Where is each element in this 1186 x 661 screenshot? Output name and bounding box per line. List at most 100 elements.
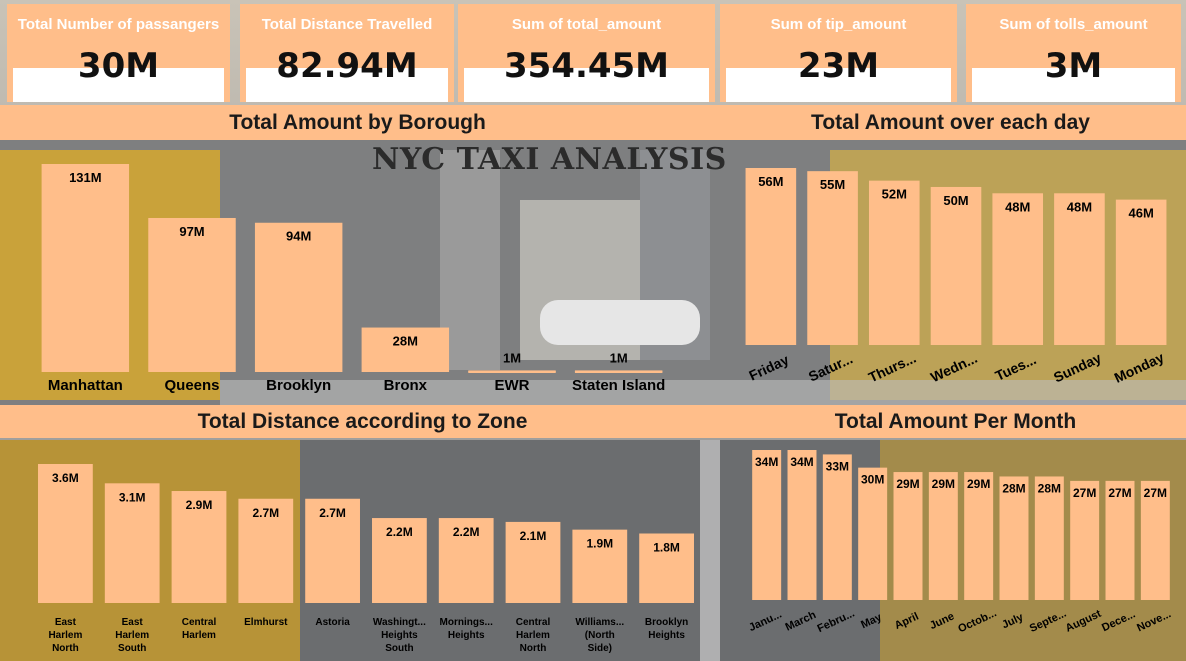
category-label: Nove...: [1135, 608, 1173, 634]
data-label: 30M: [861, 473, 884, 487]
bar[interactable]: [930, 186, 982, 345]
kpi-title: Sum of tolls_amount: [999, 16, 1148, 33]
category-label: Friday: [746, 351, 791, 383]
bar[interactable]: [787, 450, 817, 600]
bar[interactable]: [1034, 476, 1064, 600]
data-label: 34M: [755, 455, 778, 469]
bar[interactable]: [928, 472, 958, 600]
category-label: July: [1000, 611, 1026, 632]
bar[interactable]: [238, 498, 294, 603]
bar[interactable]: [999, 476, 1029, 600]
data-label: 131M: [69, 170, 102, 185]
bar[interactable]: [822, 454, 852, 600]
data-label: 50M: [943, 193, 968, 208]
data-label: 52M: [882, 187, 907, 202]
kpi-title: Sum of total_amount: [511, 16, 662, 33]
kpi-card-tolls-amount[interactable]: Sum of tolls_amount 3M: [966, 4, 1181, 102]
data-label: 28M: [1002, 481, 1025, 495]
category-label: Bronx: [384, 377, 428, 394]
data-label: 3.1M: [119, 490, 146, 504]
data-label: 2.9M: [186, 498, 213, 512]
data-label: 46M: [1128, 206, 1153, 221]
data-label: 27M: [1108, 486, 1131, 500]
bar[interactable]: [305, 498, 360, 603]
kpi-value: 3M: [1044, 46, 1103, 86]
category-label: Washingt... Heights South: [373, 617, 426, 654]
category-label: April: [893, 611, 921, 632]
bar[interactable]: [807, 171, 858, 345]
kpi-value: 354.45M: [503, 46, 670, 86]
bar[interactable]: [505, 521, 561, 603]
bar[interactable]: [572, 529, 628, 603]
bar[interactable]: [372, 518, 427, 603]
data-label: 3.6M: [52, 471, 79, 485]
bar[interactable]: [148, 217, 236, 372]
bar[interactable]: [171, 491, 227, 603]
bar[interactable]: [1054, 193, 1105, 345]
data-label: 2.2M: [386, 525, 413, 539]
category-label: Dece...: [1100, 608, 1137, 634]
category-label: Wedn...: [928, 350, 980, 385]
bar[interactable]: [104, 483, 160, 603]
data-label: 27M: [1144, 486, 1167, 500]
bar[interactable]: [893, 472, 923, 600]
category-label: June: [928, 610, 956, 632]
category-label: Williams... (North Side): [575, 617, 624, 654]
bar[interactable]: [752, 450, 782, 600]
chart-borough: 131M Manhattan 97M Queens 94M Brooklyn 28M Bron…: [41, 164, 665, 394]
kpi-card-distance[interactable]: Total Distance Travelled 82.94M: [240, 4, 454, 102]
data-label: 94M: [286, 229, 311, 244]
category-label: Queens: [164, 377, 219, 394]
bar[interactable]: [964, 472, 994, 600]
bar[interactable]: [1105, 480, 1135, 600]
kpi-card-tip-amount[interactable]: Sum of tip_amount 23M: [720, 4, 957, 102]
bar[interactable]: [1070, 480, 1100, 600]
bar[interactable]: [38, 464, 93, 603]
category-label: March: [784, 609, 819, 634]
bar[interactable]: [639, 533, 694, 604]
bar[interactable]: [745, 168, 797, 345]
data-label: 28M: [1038, 481, 1061, 495]
kpi-card-total-amount[interactable]: Sum of total_amount 354.45M: [458, 4, 715, 102]
category-label: Septe...: [1028, 608, 1069, 635]
bar[interactable]: [254, 222, 343, 372]
data-label: 27M: [1073, 486, 1096, 500]
chart-zone: 3.6M East Harlem North 3.1M East Harlem South 2.…: [38, 464, 694, 654]
chart-title-zone: Total Distance according to Zone: [0, 405, 725, 438]
bar[interactable]: [1140, 480, 1170, 600]
data-label: 2.7M: [319, 506, 346, 520]
category-label: Sunday: [1051, 349, 1104, 385]
category-label: East Harlem South: [115, 617, 149, 654]
data-label: 48M: [1005, 199, 1030, 214]
bar[interactable]: [1115, 199, 1167, 345]
bar[interactable]: [438, 518, 494, 603]
category-label: Manhattan: [48, 377, 123, 394]
data-label: 34M: [790, 455, 813, 469]
data-label: 1M: [503, 350, 521, 365]
bar[interactable]: [992, 193, 1044, 345]
category-label: Elmhurst: [244, 617, 288, 628]
category-label: Thurs...: [866, 350, 919, 386]
data-label: 48M: [1067, 199, 1092, 214]
data-label: 2.7M: [252, 506, 279, 520]
bar[interactable]: [361, 327, 450, 372]
kpi-value: 82.94M: [276, 46, 418, 86]
kpi-value: 30M: [77, 46, 160, 86]
kpi-title: Total Number of passangers: [17, 16, 220, 33]
category-label: Brooklyn: [266, 377, 331, 394]
kpi-value: 23M: [797, 46, 880, 86]
bar[interactable]: [41, 164, 130, 372]
chart-title-borough: Total Amount by Borough: [0, 105, 715, 140]
chart-title-month: Total Amount Per Month: [725, 405, 1186, 438]
data-label: 29M: [967, 477, 990, 491]
data-label: 1.9M: [586, 537, 613, 551]
category-label: May: [859, 611, 884, 631]
category-label: Astoria: [315, 617, 350, 628]
category-label: Monday: [1112, 349, 1167, 386]
category-label: Central Harlem North: [516, 617, 551, 654]
kpi-card-passengers[interactable]: Total Number of passangers 30M: [7, 4, 230, 102]
bar[interactable]: [858, 467, 888, 600]
data-label: 1.8M: [653, 541, 680, 555]
bar[interactable]: [868, 180, 920, 345]
chart-month: 34M Janu... 34M March 33M Febru... 30M May 29M Ap…: [747, 450, 1173, 635]
